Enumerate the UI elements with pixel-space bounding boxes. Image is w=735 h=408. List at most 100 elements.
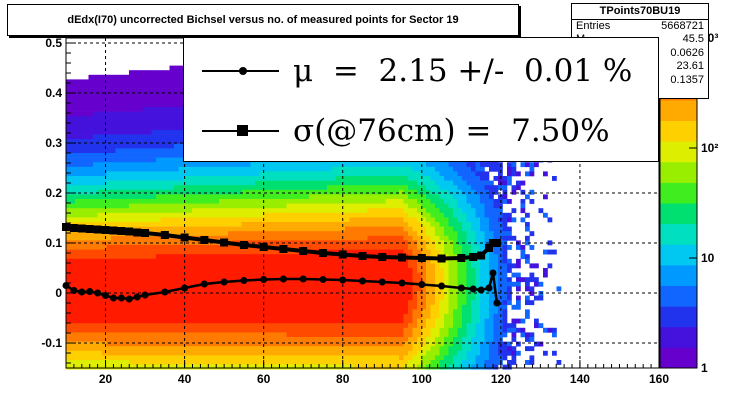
heatmap-cell [111, 143, 116, 149]
heatmap-cell [354, 327, 359, 333]
heatmap-cell [129, 97, 134, 103]
heatmap-cell [223, 208, 229, 214]
heatmap-cell [102, 235, 107, 241]
heatmap-cell [174, 222, 179, 227]
heatmap-cell [381, 199, 386, 204]
heatmap-cell [183, 350, 188, 356]
heatmap-cell [174, 130, 179, 135]
heatmap-cell [88, 120, 94, 126]
heatmap-cell [160, 180, 166, 186]
heatmap-cell [174, 323, 179, 329]
heatmap-cell [268, 337, 274, 342]
heatmap-cell [93, 314, 98, 319]
heatmap-cell [115, 143, 121, 149]
heatmap-cell [111, 107, 116, 112]
heatmap-cell [241, 231, 247, 237]
heatmap-cell [84, 162, 89, 168]
heatmap-cell [70, 364, 76, 370]
heatmap-cell [79, 143, 85, 149]
heatmap-cell [156, 120, 161, 126]
heatmap-cell [345, 350, 350, 356]
heatmap-cell [286, 212, 292, 218]
heatmap-cell [394, 222, 400, 227]
heatmap-cell [129, 120, 134, 126]
heatmap-cell [372, 208, 377, 214]
heatmap-cell [165, 74, 170, 80]
heatmap-cell [178, 139, 184, 145]
heatmap-cell [192, 176, 197, 181]
heatmap-cell [376, 208, 382, 214]
heatmap-cell [228, 318, 233, 324]
heatmap-cell [147, 125, 152, 131]
heatmap-cell [187, 281, 193, 287]
heatmap-cell [223, 300, 229, 306]
heatmap-cell [169, 143, 175, 149]
heatmap-cell [75, 309, 80, 315]
heatmap-cell [201, 171, 206, 177]
heatmap-cell [336, 350, 341, 356]
heatmap-cell [97, 185, 103, 191]
heatmap-cell [390, 249, 395, 255]
heatmap-cell [214, 277, 220, 283]
heatmap-cell [79, 130, 85, 135]
heatmap-cell [196, 171, 202, 177]
heatmap-cell [70, 203, 76, 209]
heatmap-cell [340, 212, 346, 218]
heatmap-cell [223, 314, 229, 319]
heatmap-cell [237, 300, 242, 306]
heatmap-cell [322, 295, 328, 301]
heatmap-cell [322, 327, 328, 333]
heatmap-cell [84, 171, 89, 177]
heatmap-cell [318, 327, 323, 333]
heatmap-cell [363, 364, 368, 370]
heatmap-cell [349, 180, 355, 186]
heatmap-cell [151, 222, 157, 227]
heatmap-cell [192, 327, 197, 333]
heatmap-cell [277, 341, 283, 347]
heatmap-cell [183, 166, 188, 172]
heatmap-cell [75, 107, 80, 112]
heatmap-cell [97, 171, 103, 177]
heatmap-cell [228, 327, 233, 333]
heatmap-cell [246, 272, 251, 278]
heatmap-cell [97, 107, 103, 112]
heatmap-cell [372, 249, 377, 255]
heatmap-cell [124, 84, 130, 89]
heatmap-cell [259, 327, 265, 333]
heatmap-cell [192, 194, 197, 200]
heatmap-cell [102, 327, 107, 333]
heatmap-cell [367, 314, 373, 319]
heatmap-cell [178, 148, 184, 154]
heatmap-cell [165, 226, 170, 232]
heatmap-cell [133, 180, 139, 186]
heatmap-cell [142, 199, 148, 204]
heatmap-cell [219, 314, 224, 319]
heatmap-cell [345, 263, 350, 269]
heatmap-cell [295, 350, 301, 356]
heatmap-cell [340, 304, 346, 310]
heatmap-cell [142, 332, 148, 338]
heatmap-cell [160, 268, 166, 273]
heatmap-cell [196, 346, 202, 352]
heatmap-cell [345, 364, 350, 370]
heatmap-cell [156, 97, 161, 103]
heatmap-cell [282, 199, 287, 204]
heatmap-cell [106, 318, 112, 324]
heatmap-cell [336, 231, 341, 237]
heatmap-cell [70, 189, 76, 195]
heatmap-cell [214, 176, 220, 181]
heatmap-cell [70, 185, 76, 191]
heatmap-cell [309, 235, 314, 241]
heatmap-cell [300, 364, 305, 370]
heatmap-cell [313, 341, 319, 347]
heatmap-cell [66, 93, 71, 99]
heatmap-cell [268, 166, 274, 172]
heatmap-cell [363, 208, 368, 214]
heatmap-cell [291, 171, 296, 177]
heatmap-cell [88, 107, 94, 112]
heatmap-cell [367, 300, 373, 306]
heatmap-cell [291, 166, 296, 172]
heatmap-cell [147, 185, 152, 191]
heatmap-cell [106, 245, 112, 250]
heatmap-cell [120, 323, 125, 329]
